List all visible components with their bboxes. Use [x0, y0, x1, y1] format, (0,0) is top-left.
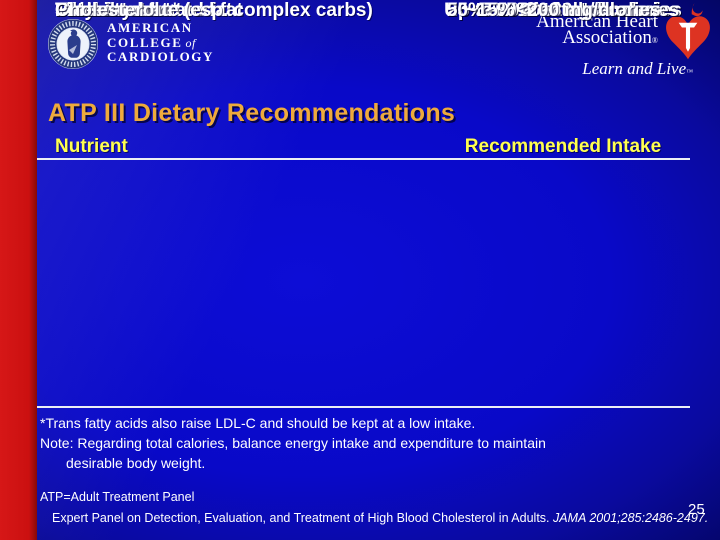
- acc-seal-icon: [47, 19, 99, 74]
- header-divider-line: [37, 158, 690, 160]
- intake-cell: ~15% of total calories: [465, 0, 661, 21]
- intake-cell: Up to 20% of total calories: [444, 0, 682, 21]
- nutrient-cell: Protein: [55, 0, 121, 21]
- nutrient-cell: Saturated fat*: [55, 0, 179, 21]
- trademark-mark: ™: [686, 68, 693, 76]
- aha-logo-line2: Association®: [562, 27, 658, 48]
- nutrient-cell: Carbohydrate (esp. complex carbs): [55, 0, 373, 21]
- aha-heart-torch-icon: [660, 3, 716, 70]
- citation: Expert Panel on Detection, Evaluation, a…: [52, 511, 708, 525]
- intake-cell: 50%–60% of total calories: [446, 0, 680, 21]
- aha-tagline: Learn and Live™: [582, 59, 693, 78]
- intake-cell: <7% of total calories: [470, 0, 656, 21]
- abbreviation-note: ATP=Adult Treatment Panel: [40, 490, 195, 504]
- nutrient-cell: Monounsaturated fat: [55, 0, 243, 21]
- acc-logo: [47, 18, 99, 75]
- footer-divider-line: [37, 406, 690, 408]
- intake-cell: <200 mg/d: [516, 0, 610, 21]
- slide-title: ATP III Dietary Recommendations: [48, 99, 456, 127]
- acc-logo-text: AMERICAN COLLEGE of CARDIOLOGY: [107, 20, 215, 65]
- page-number: 25: [688, 501, 705, 518]
- aha-logo-text: American Heart Association®: [450, 11, 658, 49]
- aha-logo-line1: American Heart: [536, 11, 658, 32]
- nutrient-cell: Cholesterol: [55, 0, 160, 21]
- citation-text: Expert Panel on Detection, Evaluation, a…: [52, 511, 553, 525]
- footnote-line: *Trans fatty acids also raise LDL-C and …: [40, 415, 476, 431]
- nutrient-cell: Total fat: [55, 0, 128, 21]
- intake-cell: 25%–35% of total calories: [446, 0, 680, 21]
- footnote-line: desirable body weight.: [66, 455, 206, 471]
- nutrient-cell: Fiber: [55, 0, 102, 21]
- intake-cell: 20–30 g/d: [519, 0, 607, 21]
- registered-mark: ®: [651, 36, 658, 45]
- acc-logo-line2: COLLEGE of: [107, 34, 196, 50]
- red-accent-bar: [0, 0, 37, 540]
- acc-logo-line3: CARDIOLOGY: [107, 49, 215, 64]
- intake-cell: Up to 10% of total calories: [444, 0, 682, 21]
- column-header-nutrient: Nutrient: [55, 136, 128, 157]
- acc-logo-of: of: [185, 35, 196, 50]
- footnote: *Trans fatty acids also raise LDL-C and …: [40, 413, 680, 473]
- footnote-line: Note: Regarding total calories, balance …: [40, 435, 546, 451]
- column-header-intake: Recommended Intake: [464, 136, 662, 157]
- citation-journal: JAMA 2001;285:2486-2497.: [553, 511, 709, 525]
- nutrient-cell: Polyunsaturated fat: [55, 0, 233, 21]
- acc-logo-line1: AMERICAN: [107, 20, 193, 35]
